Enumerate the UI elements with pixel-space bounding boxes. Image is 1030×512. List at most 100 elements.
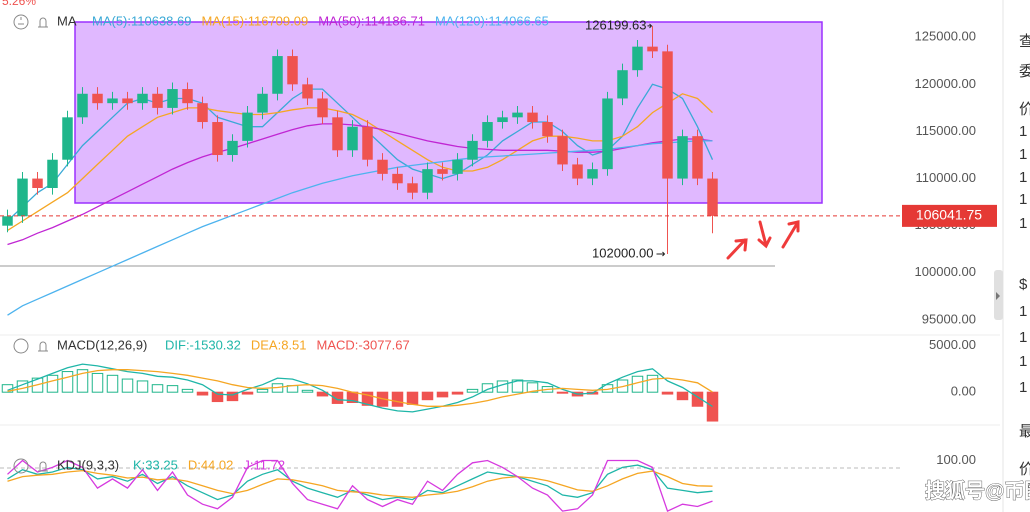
sidebar-text: 1 (1019, 303, 1027, 320)
candle-body (107, 98, 118, 104)
macd-bar (436, 391, 449, 398)
macd-bar (46, 374, 59, 393)
macd-bar (616, 379, 629, 393)
legend-entry: J:11.72 (243, 457, 285, 472)
candle-body (242, 112, 253, 141)
candle-body (587, 169, 598, 179)
sidebar-text: 1 (1019, 146, 1027, 163)
y-tick-label: 95000.00 (922, 311, 976, 326)
candle-body (482, 122, 493, 141)
candle-body (302, 84, 313, 99)
y-tick-label: 110000.00 (916, 170, 977, 185)
candle-body (212, 122, 223, 156)
panel-title: MACD(12,26,9) (57, 337, 147, 352)
candle-body (572, 164, 583, 179)
legend-entry: DIF:-1530.32 (165, 337, 241, 352)
sidebar (1003, 0, 1030, 512)
candle-body (542, 122, 553, 137)
sidebar-text: 1 (1019, 169, 1027, 186)
candle-body (17, 178, 28, 217)
candle-body (137, 93, 148, 104)
macd-bar (706, 391, 719, 422)
sidebar-text: 委 (1019, 63, 1030, 80)
candle-body (92, 93, 103, 104)
legend-entry: MA(120):114066.65 (435, 13, 549, 28)
candle-body (377, 159, 388, 174)
candle-body (662, 51, 673, 179)
candle-body (227, 140, 238, 156)
candle-body (497, 117, 508, 123)
macd-bar (256, 388, 269, 393)
candle-body (647, 46, 658, 52)
y-tick-label: 100.00 (936, 452, 976, 467)
macd-bar (421, 391, 434, 401)
sidebar-text: 查 (1019, 33, 1030, 50)
candle-body (362, 126, 373, 160)
candle-body (602, 98, 613, 170)
legend-entry: K:33.25 (133, 457, 178, 472)
macd-bar (61, 371, 74, 393)
candle-body (422, 169, 433, 193)
macd-bar (676, 391, 689, 401)
arrows (726, 220, 800, 260)
sidebar-text: 最 (1019, 423, 1030, 440)
macd-bar (451, 391, 464, 395)
sidebar-text: 1 (1019, 191, 1027, 208)
ma-line (7, 93, 713, 231)
ma-line (7, 140, 713, 316)
candle-body (452, 159, 463, 174)
macd-bar (91, 372, 104, 393)
candle-body (677, 136, 688, 179)
candle-body (407, 183, 418, 193)
ma-line (7, 123, 713, 246)
header-icons (13, 14, 48, 474)
sidebar-text: 1 (1019, 329, 1027, 346)
sidebar-text: $ (1019, 276, 1028, 293)
candle-body (437, 169, 448, 174)
candle-body (287, 56, 298, 85)
candle-body (77, 93, 88, 118)
macd-bar (241, 391, 254, 395)
candle-body (392, 173, 403, 184)
macd-bar (181, 388, 194, 393)
candle-body (257, 93, 268, 113)
candle-body (707, 178, 718, 216)
candle-body (617, 70, 628, 99)
candle-body (317, 98, 328, 118)
candle-body (182, 89, 193, 104)
y-tick-label: 0.00 (951, 384, 976, 399)
candle-body (512, 112, 523, 118)
sidebar-text: 价 (1019, 461, 1030, 478)
macd-bar (151, 384, 164, 393)
candle-body (197, 103, 208, 123)
macd-bar (76, 369, 89, 393)
macd-bar (361, 391, 374, 406)
macd-line (7, 363, 713, 413)
legend-entry: DEA:8.51 (251, 337, 307, 352)
kdj-line (7, 459, 713, 512)
macd-bar (211, 391, 224, 403)
candle-body (122, 98, 133, 104)
y-tick-label: 5000.00 (929, 337, 976, 352)
macd-bar (556, 391, 569, 394)
macd-bar (121, 378, 134, 393)
y-tick-label: 120000.00 (915, 76, 976, 91)
low-label: 102000.00 (592, 245, 653, 260)
candle-body (467, 140, 478, 160)
ma-label: MA (57, 13, 77, 28)
price-tag-label: 106041.75 (916, 207, 982, 223)
legend-entry: MA(15):116709.09 (202, 13, 309, 28)
macd-bar (466, 388, 479, 393)
candle-body (62, 117, 73, 160)
legend-entry: MACD:-3077.67 (317, 337, 410, 352)
y-tick-label: 115000.00 (916, 123, 977, 138)
marks (0, 25, 900, 512)
candle-body (2, 216, 13, 226)
high-arrow (647, 23, 653, 29)
candle-body (47, 159, 58, 188)
change-label: 5.26% (2, 0, 36, 8)
candle-body (32, 178, 43, 188)
candle-body (152, 93, 163, 108)
